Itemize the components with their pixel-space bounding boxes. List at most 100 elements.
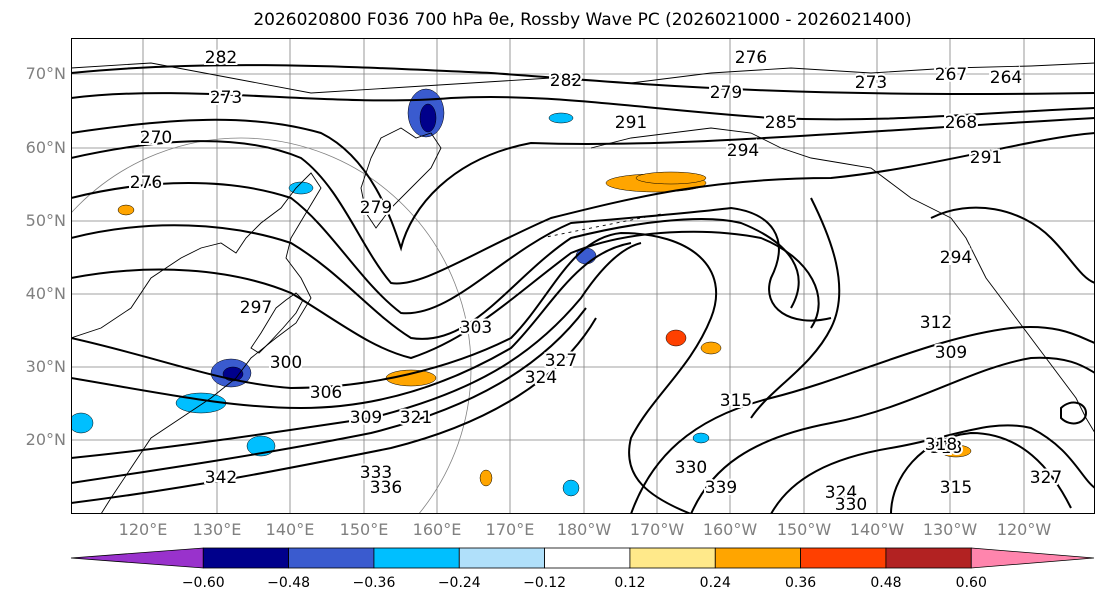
contour-value-label: 267 [935, 65, 967, 85]
colorbar-segment [202, 547, 289, 569]
contour-value-label: 309 [350, 408, 382, 428]
colorbar-segment [800, 547, 887, 569]
theta-e-contour-line [750, 197, 841, 419]
pc-anomaly-patch [635, 171, 707, 185]
colorbar [70, 547, 1095, 569]
contour-value-label: 309 [935, 343, 967, 363]
colorbar-tick-label: 0.36 [785, 575, 817, 591]
latitude-tick-label: 40°N [25, 284, 66, 303]
contour-value-label: 279 [360, 198, 392, 218]
pc-anomaly-patch [562, 479, 580, 497]
colorbar-tick-label: 0.60 [955, 575, 987, 591]
colorbar-tick-label: −0.36 [352, 575, 396, 591]
longitude-tick-label: 130°E [192, 520, 242, 539]
contour-value-label: 279 [710, 83, 742, 103]
contour-value-label: 270 [140, 128, 172, 148]
contour-value-label: 273 [210, 88, 242, 108]
contour-value-label: 291 [615, 113, 647, 133]
theta-e-contour-line [930, 206, 1095, 284]
longitude-tick-label: 120°W [996, 520, 1052, 539]
colorbar-tick-label: −0.12 [523, 575, 567, 591]
pc-anomaly-patch [940, 444, 972, 458]
contour-value-label: 333 [360, 463, 392, 483]
contour-value-label: 321 [400, 408, 432, 428]
pc-anomaly-patch [288, 181, 314, 195]
contour-value-label: 315 [940, 478, 972, 498]
contour-value-label: 285 [765, 113, 797, 133]
colorbar-segment [288, 547, 375, 569]
longitude-tick-label: 160°W [702, 520, 758, 539]
contour-value-label: 297 [240, 298, 272, 318]
theta-e-contour-line [630, 326, 1095, 514]
map-panel[interactable]: 282 273 270 276 279 282 279 291 285 294 276 273 267 2… [71, 38, 1095, 514]
pc-anomaly-patch [548, 112, 574, 124]
contour-value-label: 330 [835, 495, 867, 514]
latitude-tick-label: 60°N [25, 138, 66, 157]
colorbar-segment [714, 547, 801, 569]
contour-value-label: 327 [545, 351, 577, 371]
theta-e-contour-line [71, 231, 717, 514]
longitude-tick-label: 150°W [776, 520, 832, 539]
contour-value-label: 282 [205, 48, 237, 68]
theta-e-contour-line [71, 132, 1095, 285]
theta-e-contour-labels: 282 273 270 276 279 282 279 291 285 294 276 273 267 2… [128, 46, 1064, 514]
contour-value-label: 294 [727, 141, 759, 161]
contour-value-label: 273 [855, 73, 887, 93]
theta-e-contour-line [71, 217, 800, 340]
latitude-tick-label: 20°N [25, 430, 66, 449]
contour-value-label: 303 [460, 318, 492, 338]
colorbar-segment [885, 547, 972, 569]
longitude-tick-label: 120°E [118, 520, 168, 539]
longitude-tick-label: 170°E [485, 520, 535, 539]
theta-e-contour-line [890, 431, 1072, 514]
contour-value-label: 294 [940, 248, 972, 268]
theta-e-contour-line [71, 117, 1095, 252]
colorbar-tick-label: −0.60 [181, 575, 225, 591]
theta-e-contour-line [71, 230, 820, 360]
latitude-tick-label: 70°N [25, 64, 66, 83]
coastline-asia [71, 172, 322, 514]
colorbar-segment [629, 547, 716, 569]
colorbar-segment [373, 547, 460, 569]
colorbar-segment [458, 547, 545, 569]
contour-value-label: 276 [735, 48, 767, 68]
contour-value-label: 339 [705, 478, 737, 498]
theta-e-contour-line [71, 242, 642, 459]
pc-anomaly-patch [665, 329, 687, 347]
colorbar-extend-high [970, 547, 1095, 569]
longitude-tick-label: 160°E [412, 520, 462, 539]
colorbar-tick-label: −0.24 [437, 575, 481, 591]
contour-value-label: 315 [720, 391, 752, 411]
pc-anomaly-patch [246, 435, 276, 457]
contour-value-label: 300 [270, 353, 302, 373]
theta-e-contour-line [71, 307, 587, 484]
contour-value-label: 318 [930, 438, 962, 458]
pc-anomaly-patch [419, 103, 437, 133]
pc-anomaly-patch [700, 341, 722, 355]
coastline-alaska [590, 127, 952, 219]
map-title: 2026020800 F036 700 hPa θe, Rossby Wave … [253, 10, 912, 30]
colorbar-tick-label: 0.48 [870, 575, 902, 591]
coastline-japan [250, 292, 304, 354]
theta-e-contour-line [770, 424, 1095, 514]
pc-anomaly-patch [479, 469, 493, 487]
longitude-tick-label: 170°W [629, 520, 685, 539]
map-canvas[interactable]: 282 273 270 276 279 282 279 291 285 294 276 273 267 2… [71, 38, 1095, 514]
contour-value-label: 324 [525, 368, 557, 388]
longitude-tick-label: 140°W [849, 520, 905, 539]
contour-value-label: 276 [130, 173, 162, 193]
contour-value-label: 312 [920, 313, 952, 333]
contour-value-label: 318 [925, 435, 957, 455]
theta-e-contour-line [71, 182, 832, 322]
contour-value-label: 324 [825, 483, 857, 503]
pc-anomaly-patch [71, 412, 94, 434]
contour-value-label: 306 [310, 383, 342, 403]
colorbar-tick-label: −0.48 [267, 575, 311, 591]
theta-e-contour-line [71, 242, 632, 410]
colorbar-extend-low [70, 547, 204, 569]
colorbar-tick-label: 0.24 [699, 575, 731, 591]
theta-e-contour-line [1060, 401, 1088, 425]
coastline-kamchatka [360, 127, 442, 229]
contour-value-label: 291 [970, 148, 1002, 168]
contour-value-label: 330 [675, 458, 707, 478]
